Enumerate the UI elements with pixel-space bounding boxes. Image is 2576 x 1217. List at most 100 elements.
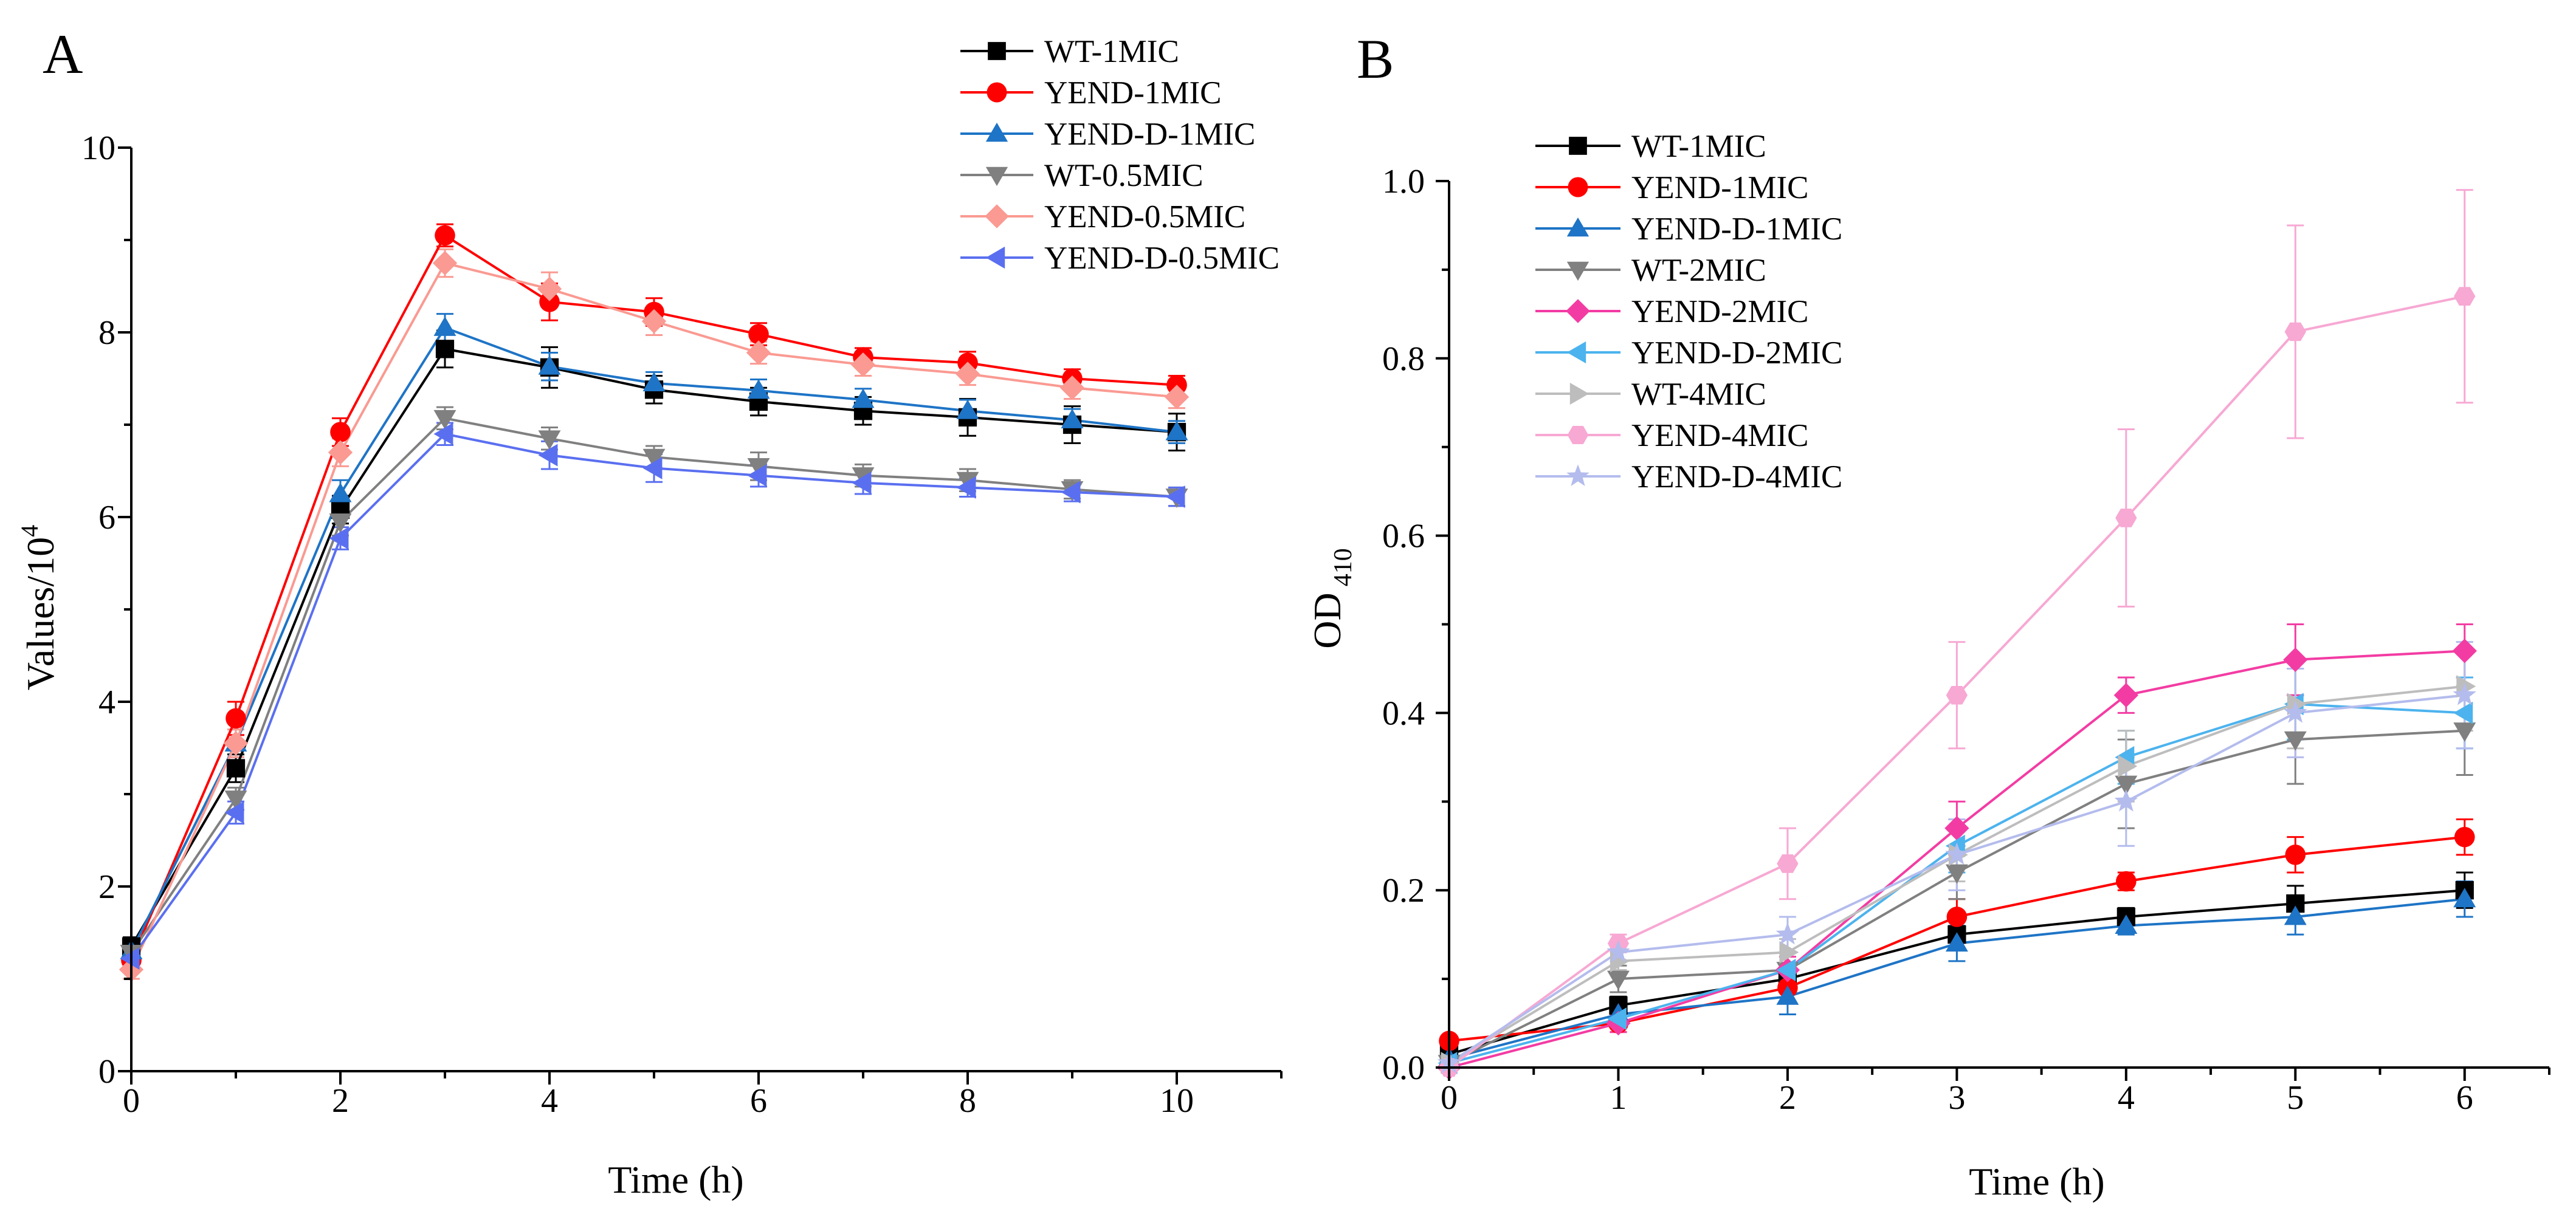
data-point-yend-d-4mic [1945, 842, 1969, 865]
y-tick-label-a: 6 [98, 499, 115, 537]
panel-label-a: A [43, 23, 83, 85]
data-point-wt-4mic [1779, 941, 1799, 964]
data-point-yend-0.5mic [537, 276, 562, 301]
data-point-wt-0.5mic [329, 513, 352, 533]
legend-marker-yend-d-1mic [985, 122, 1008, 142]
y-tick-label-b: 0.6 [1382, 518, 1425, 555]
data-point-yend-d-1mic [642, 372, 666, 392]
x-axis-title-a: Time (h) [608, 1158, 743, 1201]
data-point-yend-d-0.5mic [433, 422, 453, 445]
x-tick-label-a: 6 [750, 1082, 767, 1120]
data-point-yend-d-4mic [2114, 789, 2138, 812]
legend-label-yend-d-0.5mic: YEND-D-0.5MIC [1044, 241, 1279, 276]
legend-marker-yend-0.5mic [985, 204, 1009, 228]
data-point-yend-1mic [330, 422, 351, 442]
data-point-yend-d-1mic [956, 399, 979, 419]
axes-a: 0 2 4 6 8 10 0 2 4 6 8 10 [81, 129, 1283, 1120]
x-tick-label-b: 3 [1948, 1079, 1965, 1117]
data-point-yend-d-1mic [852, 388, 875, 408]
data-point-yend-d-1mic [747, 379, 770, 399]
legend-marker-wt-2mic [1566, 261, 1589, 281]
data-point-wt-1mic [226, 759, 246, 778]
legend-marker-yend-d-0.5mic [985, 246, 1005, 269]
y-tick-label-a: 10 [81, 129, 115, 167]
legend-a: WT-1MIC YEND-1MIC YEND-D-1MIC WT-0.5MIC YEND… [960, 34, 1279, 276]
y-tick-label-a: 4 [98, 684, 115, 721]
data-point-yend-1mic [435, 225, 455, 246]
x-tick-label-b: 6 [2456, 1079, 2473, 1117]
x-tick-label-b: 0 [1441, 1079, 1458, 1117]
data-point-yend-d-4mic [1775, 922, 1800, 945]
data-point-yend-d-0.5mic [329, 527, 349, 550]
data-point-yend-d-0.5mic [1165, 485, 1185, 509]
data-point-yend-d-1mic [1776, 985, 1799, 1005]
data-point-yend-d-1mic [1945, 932, 1968, 952]
x-axis-title-b: Time (h) [1969, 1160, 2104, 1203]
y-axis-title-b-base: OD [1306, 592, 1349, 648]
legend-label-yend-4mic: YEND-4MIC [1631, 418, 1808, 453]
data-point-yend-0.5mic [746, 340, 771, 365]
data-point-yend-4mic [1946, 685, 1968, 705]
data-point-yend-d-2mic [1607, 1007, 1627, 1030]
data-point-yend-d-4mic [2453, 683, 2476, 705]
data-point-yend-d-0.5mic [224, 801, 244, 824]
data-point-yend-4mic [1777, 854, 1799, 873]
x-tick-label-b: 4 [2118, 1079, 2135, 1117]
chart-panel-b: B 0 1 2 3 4 5 6 0.0 0.2 0.4 0.6 0.8 1.0 Time (h) OD 4… [1306, 28, 2550, 1203]
series-markers-b [1436, 287, 2477, 1080]
data-point-yend-1mic [2454, 826, 2475, 848]
data-point-yend-d-1mic [2284, 905, 2307, 925]
legend-marker-yend-d-4mic [1566, 464, 1589, 487]
data-point-yend-0.5mic [1059, 375, 1085, 400]
x-tick-label-b: 5 [2287, 1079, 2304, 1117]
legend-label-yend-2mic: YEND-2MIC [1631, 294, 1808, 329]
y-tick-label-b: 0.0 [1382, 1049, 1425, 1087]
data-point-yend-2mic [2452, 639, 2477, 663]
legend-label-wt-1mic: WT-1MIC [1044, 34, 1179, 69]
data-point-wt-0.5mic [538, 430, 561, 450]
y-tick-label-b: 0.8 [1382, 340, 1425, 378]
legend-marker-yend-d-2mic [1566, 341, 1586, 364]
data-point-yend-0.5mic [955, 362, 980, 386]
data-point-yend-1mic [539, 292, 560, 312]
legend-marker-yend-4mic [1567, 425, 1589, 445]
legend-marker-wt-0.5mic [985, 166, 1008, 187]
data-point-wt-4mic [2118, 755, 2138, 778]
legend-marker-wt-1mic [1569, 137, 1587, 155]
data-point-yend-1mic [2116, 871, 2137, 892]
legend-marker-yend-d-1mic [1566, 217, 1589, 237]
data-point-wt-2mic [1607, 970, 1630, 990]
y-tick-label-b: 0.2 [1382, 872, 1425, 910]
data-point-wt-0.5mic [433, 410, 456, 430]
legend-label-wt-4mic: WT-4MIC [1631, 377, 1766, 412]
x-tick-label-a: 0 [123, 1082, 140, 1120]
data-point-yend-d-0.5mic [852, 471, 872, 495]
legend-label-yend-d-2mic: YEND-D-2MIC [1631, 335, 1842, 371]
data-point-wt-0.5mic [747, 458, 770, 478]
data-point-yend-0.5mic [850, 352, 876, 377]
data-point-yend-d-1mic [2115, 914, 2138, 934]
y-axis-title-a-base: Values/10 [19, 537, 62, 690]
data-point-wt-2mic [2284, 731, 2307, 751]
data-point-yend-0.5mic [641, 309, 667, 334]
data-point-yend-0.5mic [328, 440, 353, 465]
data-point-yend-d-1mic [329, 482, 352, 502]
x-tick-label-a: 4 [541, 1082, 558, 1120]
legend-marker-wt-1mic [988, 42, 1006, 60]
data-point-yend-0.5mic [223, 731, 249, 756]
legend-label-wt-0.5mic: WT-0.5MIC [1044, 158, 1204, 193]
data-point-yend-d-0.5mic [747, 464, 767, 487]
data-point-yend-1mic [1946, 907, 1968, 927]
data-point-yend-2mic [1944, 815, 1969, 841]
legend-label-yend-d-1mic: YEND-D-1MIC [1044, 117, 1255, 152]
x-tick-label-a: 2 [332, 1082, 349, 1120]
data-point-yend-2mic [2113, 683, 2139, 708]
legend-label-wt-1mic: WT-1MIC [1631, 129, 1766, 164]
data-point-wt-2mic [2453, 722, 2476, 742]
y-tick-label-a: 2 [98, 868, 115, 906]
data-point-yend-d-1mic [433, 316, 456, 336]
data-point-wt-0.5mic [642, 448, 666, 468]
legend-label-yend-0.5mic: YEND-0.5MIC [1044, 199, 1245, 235]
y-axis-title-a: Values/104 [16, 525, 62, 690]
